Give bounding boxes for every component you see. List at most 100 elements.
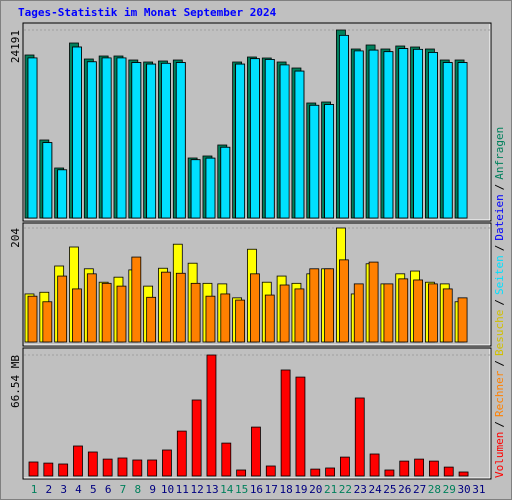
bar xyxy=(295,376,306,477)
bar xyxy=(161,271,171,343)
x-tick-label: 9 xyxy=(149,483,156,496)
x-tick-label: 20 xyxy=(309,483,322,496)
bar xyxy=(264,59,275,219)
x-tick-label: 27 xyxy=(413,483,426,496)
bar xyxy=(86,61,97,219)
x-tick-label: 19 xyxy=(294,483,307,496)
bar xyxy=(368,49,379,219)
legend-separator: / xyxy=(493,184,506,191)
legend: Volumen / Rechner / Besuche / Seiten / Dateien / A… xyxy=(493,127,506,478)
bar xyxy=(250,58,260,219)
bar xyxy=(428,52,438,219)
bar xyxy=(353,50,364,219)
bar xyxy=(116,285,127,343)
bar xyxy=(236,469,247,477)
bar xyxy=(324,268,335,343)
x-tick-label: 13 xyxy=(205,483,218,496)
bar xyxy=(265,465,276,477)
bar xyxy=(175,62,186,219)
x-tick-label: 29 xyxy=(443,483,456,496)
bar xyxy=(398,278,409,343)
bar xyxy=(383,51,394,219)
y-tick-label: 204 xyxy=(9,228,22,248)
bar xyxy=(250,273,260,343)
x-tick-label: 14 xyxy=(220,483,234,496)
bar xyxy=(399,460,410,477)
x-tick-label: 15 xyxy=(235,483,248,496)
bar xyxy=(117,457,128,477)
x-tick-label: 31 xyxy=(472,483,485,496)
bar xyxy=(175,272,186,343)
bar xyxy=(368,261,379,343)
legend-entry: Seiten xyxy=(493,255,506,295)
x-tick-label: 7 xyxy=(120,483,127,496)
bar xyxy=(442,62,453,219)
bar xyxy=(235,63,246,219)
bar xyxy=(205,157,216,219)
bar xyxy=(131,256,142,343)
bar xyxy=(398,48,409,219)
bar xyxy=(161,62,171,219)
bar xyxy=(101,282,112,343)
bar xyxy=(42,142,53,219)
bar xyxy=(205,295,216,343)
bar xyxy=(309,104,320,219)
bar xyxy=(131,62,142,219)
bar xyxy=(324,104,335,219)
bar xyxy=(146,296,157,343)
bar xyxy=(86,273,97,343)
x-tick-label: 8 xyxy=(134,483,141,496)
bar xyxy=(162,449,172,477)
bar xyxy=(369,453,380,477)
bar xyxy=(354,397,365,477)
bar xyxy=(414,458,424,477)
bar xyxy=(429,460,439,477)
bar xyxy=(384,469,395,477)
bar xyxy=(220,146,231,219)
legend-separator: / xyxy=(493,360,506,367)
bar xyxy=(310,468,321,477)
x-tick-label: 22 xyxy=(339,483,352,496)
legend-entry: Volumen xyxy=(493,432,506,478)
bar xyxy=(442,288,453,343)
legend-entry: Dateien xyxy=(493,194,506,240)
bar xyxy=(176,430,187,477)
bar xyxy=(102,458,113,477)
bar xyxy=(325,467,336,477)
bar xyxy=(27,57,38,219)
bar xyxy=(190,282,201,343)
x-tick-label: 5 xyxy=(90,483,97,496)
legend-entry: Anfragen xyxy=(493,127,506,180)
bar xyxy=(457,297,468,343)
bar xyxy=(413,279,423,343)
x-tick-label: 26 xyxy=(398,483,411,496)
bar xyxy=(58,463,69,477)
bar xyxy=(339,259,349,343)
legend-separator: / xyxy=(493,299,506,306)
chart-title: Tages-Statistik im Monat September 2024 xyxy=(18,6,277,19)
x-tick-label: 16 xyxy=(250,483,263,496)
bar xyxy=(309,268,320,343)
x-tick-label: 23 xyxy=(354,483,367,496)
x-tick-label: 1 xyxy=(31,483,38,496)
bar xyxy=(87,451,98,477)
bar xyxy=(294,70,305,219)
bar xyxy=(339,34,349,219)
x-tick-label: 11 xyxy=(176,483,189,496)
bar xyxy=(383,283,394,343)
x-tick-label: 30 xyxy=(457,483,470,496)
bar xyxy=(42,301,53,343)
bar xyxy=(43,462,54,477)
bar xyxy=(428,283,438,343)
x-tick-label: 6 xyxy=(105,483,112,496)
bar xyxy=(294,288,305,343)
bar xyxy=(340,456,350,477)
x-tick-label: 4 xyxy=(75,483,82,496)
bar xyxy=(235,299,246,343)
x-tick-label: 28 xyxy=(428,483,441,496)
x-tick-label: 2 xyxy=(46,483,53,496)
bar xyxy=(458,471,469,477)
x-tick-label: 18 xyxy=(279,483,292,496)
bar xyxy=(190,159,201,219)
